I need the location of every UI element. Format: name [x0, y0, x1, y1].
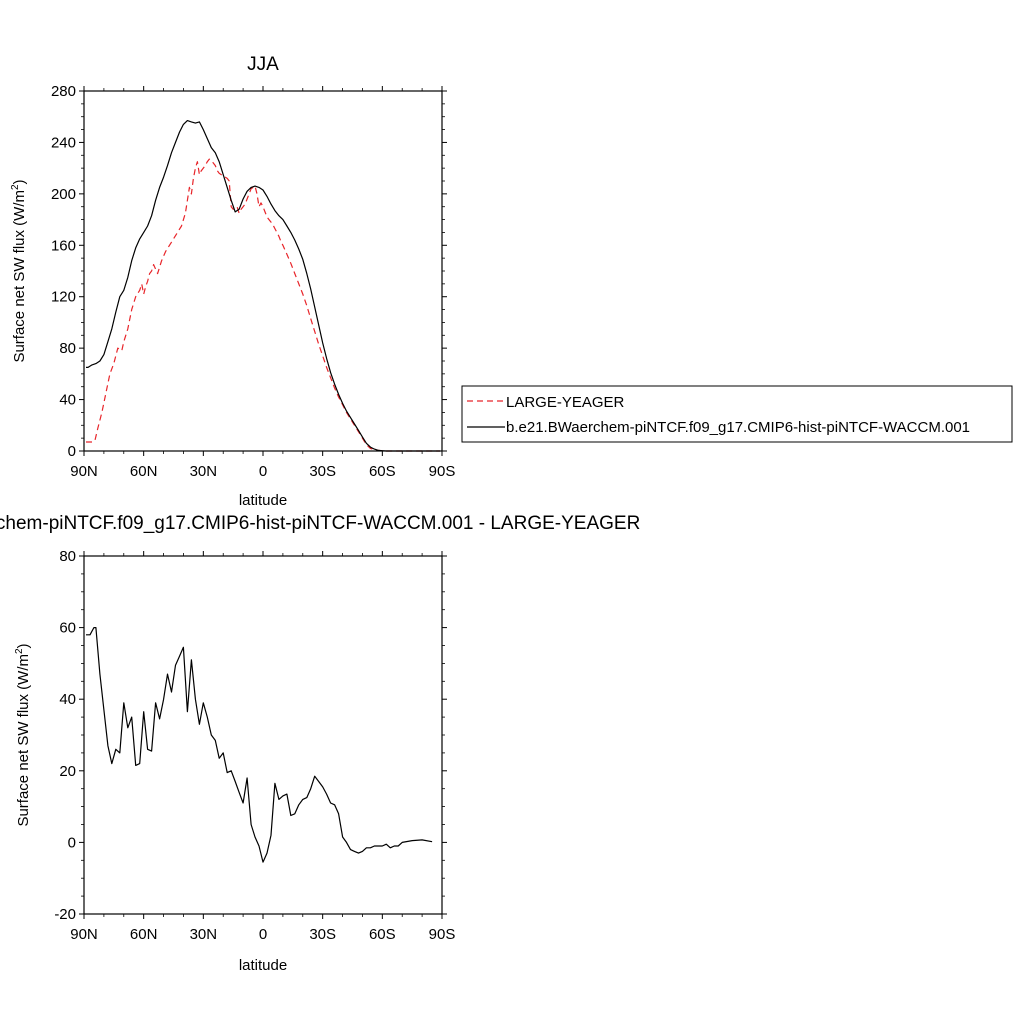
bottom-y-tick-label: 60	[59, 620, 76, 637]
top-y-axis-label-main: Surface net SW flux (W/m	[11, 190, 28, 363]
legend-label-large-yeager: LARGE-YEAGER	[506, 394, 625, 411]
top-x-tick-label: 60S	[369, 463, 396, 480]
top-panel: JJA 0 40 80 120 160 200 240 280 90N 60N 30N 0 30S 60…	[10, 54, 1013, 509]
bottom-y-tick-label: -20	[54, 906, 76, 923]
bottom-x-tick-labels: 90N 60N 30N 0 30S 60S 90S	[70, 926, 455, 943]
bottom-x-tick-label: 60N	[130, 926, 158, 943]
top-series-line-0	[86, 158, 440, 452]
top-y-tick-label: 160	[51, 237, 76, 254]
bottom-y-tick-label: 20	[59, 763, 76, 780]
bottom-y-axis-label: Surface net SW flux (W/m2)	[14, 643, 32, 826]
top-y-tick-label: 80	[59, 340, 76, 357]
top-series-group	[86, 119, 440, 452]
top-y-tick-label: 0	[68, 443, 76, 460]
top-y-axis-label: Surface net SW flux (W/m2)	[10, 179, 28, 362]
bottom-x-tick-label: 90N	[70, 926, 98, 943]
bottom-y-axis-label-main: Surface net SW flux (W/m	[15, 654, 32, 827]
bottom-y-tick-label: 80	[59, 548, 76, 565]
top-plot-frame	[83, 90, 443, 452]
legend-label-bwaerchem: b.e21.BWaerchem-piNTCF.f09_g17.CMIP6-his…	[506, 419, 970, 436]
top-x-tick-labels: 90N 60N 30N 0 30S 60S 90S	[70, 463, 455, 480]
top-x-tick-label: 90S	[429, 463, 456, 480]
bottom-y-axis-label-sup: 2	[14, 648, 25, 654]
bottom-x-tick-label: 90S	[429, 926, 456, 943]
top-x-tick-label: 30N	[190, 463, 218, 480]
bottom-y-axis-label-close: )	[15, 643, 32, 648]
top-y-axis-label-sup: 2	[10, 184, 21, 190]
bottom-y-tick-labels: -20 0 20 40 60 80	[54, 548, 76, 923]
top-chart-title: JJA	[247, 54, 279, 75]
top-legend: LARGE-YEAGER b.e21.BWaerchem-piNTCF.f09_…	[461, 385, 1013, 443]
top-x-tick-label: 60N	[130, 463, 158, 480]
legend-box	[461, 385, 1013, 443]
top-y-tick-label: 120	[51, 289, 76, 306]
top-axis-ticks	[79, 86, 447, 456]
bottom-x-tick-label: 30N	[190, 926, 218, 943]
bottom-panel: b.e21.BWaerchem-piNTCF.f09_g17.CMIP6-his…	[0, 513, 640, 974]
bottom-plot-frame	[83, 555, 443, 915]
bottom-y-tick-label: 0	[68, 834, 76, 851]
bottom-x-tick-label: 60S	[369, 926, 396, 943]
top-series-line-1	[86, 119, 440, 452]
top-x-tick-label: 90N	[70, 463, 98, 480]
bottom-y-tick-label: 40	[59, 691, 76, 708]
bottom-x-tick-label: 0	[259, 926, 267, 943]
bottom-series-group	[86, 626, 433, 863]
top-x-axis-label: latitude	[239, 492, 287, 509]
top-y-tick-label: 240	[51, 134, 76, 151]
bottom-chart-title: b.e21.BWaerchem-piNTCF.f09_g17.CMIP6-his…	[0, 513, 640, 534]
top-y-tick-label: 40	[59, 392, 76, 409]
top-y-tick-label: 200	[51, 186, 76, 203]
bottom-x-tick-label: 30S	[309, 926, 336, 943]
top-y-axis-label-close: )	[11, 179, 28, 184]
bottom-series-line-0	[86, 626, 433, 863]
top-y-tick-label: 280	[51, 83, 76, 100]
bottom-x-axis-label: latitude	[239, 957, 287, 974]
top-x-tick-label: 30S	[309, 463, 336, 480]
top-y-tick-labels: 0 40 80 120 160 200 240 280	[51, 83, 76, 460]
top-x-tick-label: 0	[259, 463, 267, 480]
bottom-axis-ticks	[79, 551, 447, 919]
